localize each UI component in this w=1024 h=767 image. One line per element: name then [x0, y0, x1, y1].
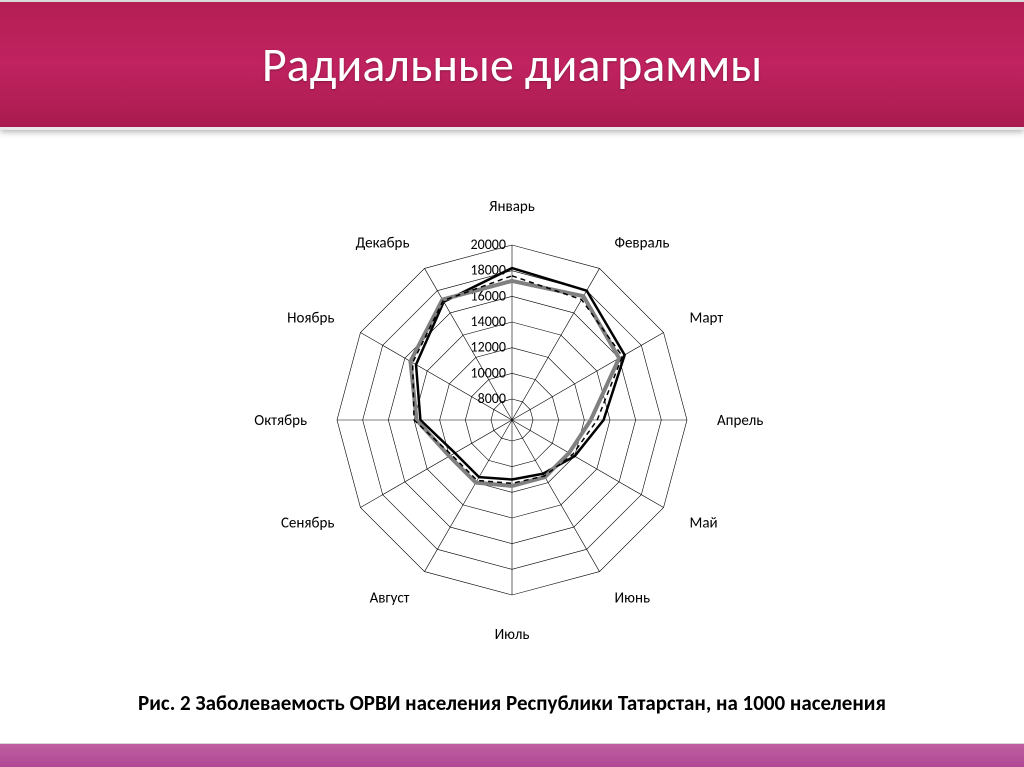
radar-chart: 8000100001200014000160001800020000Январь… [172, 140, 852, 680]
axis-label: Апрель [717, 412, 763, 430]
radar-chart-container: 8000100001200014000160001800020000Январь… [0, 130, 1024, 690]
axis-label: Январь [489, 198, 535, 216]
axis-label: Февраль [615, 234, 670, 252]
tick-label: 12000 [471, 339, 506, 356]
tick-label: 14000 [471, 313, 506, 330]
axis-label: Декабрь [356, 234, 410, 252]
tick-label: 8000 [478, 390, 506, 407]
tick-label: 20000 [471, 236, 506, 253]
axis-label: Март [690, 310, 724, 328]
slide-header: Радиальные диаграммы [0, 0, 1024, 130]
axis-label: Сенябрь [281, 515, 335, 533]
series-gray [410, 281, 619, 486]
tick-label: 18000 [471, 262, 506, 279]
axis-label: Июнь [615, 590, 651, 608]
tick-label: 10000 [471, 364, 506, 381]
axis-label: Май [690, 515, 718, 533]
figure-caption: Рис. 2 Заболеваемость ОРВИ населения Рес… [0, 690, 1024, 716]
axis-label: Август [370, 590, 410, 608]
axis-label: Октябрь [254, 412, 307, 430]
axis-label: Июль [495, 626, 530, 644]
slide-footer-bar [0, 743, 1024, 767]
slide-title: Радиальные диаграммы [262, 35, 762, 94]
axis-label: Ноябрь [287, 310, 334, 328]
